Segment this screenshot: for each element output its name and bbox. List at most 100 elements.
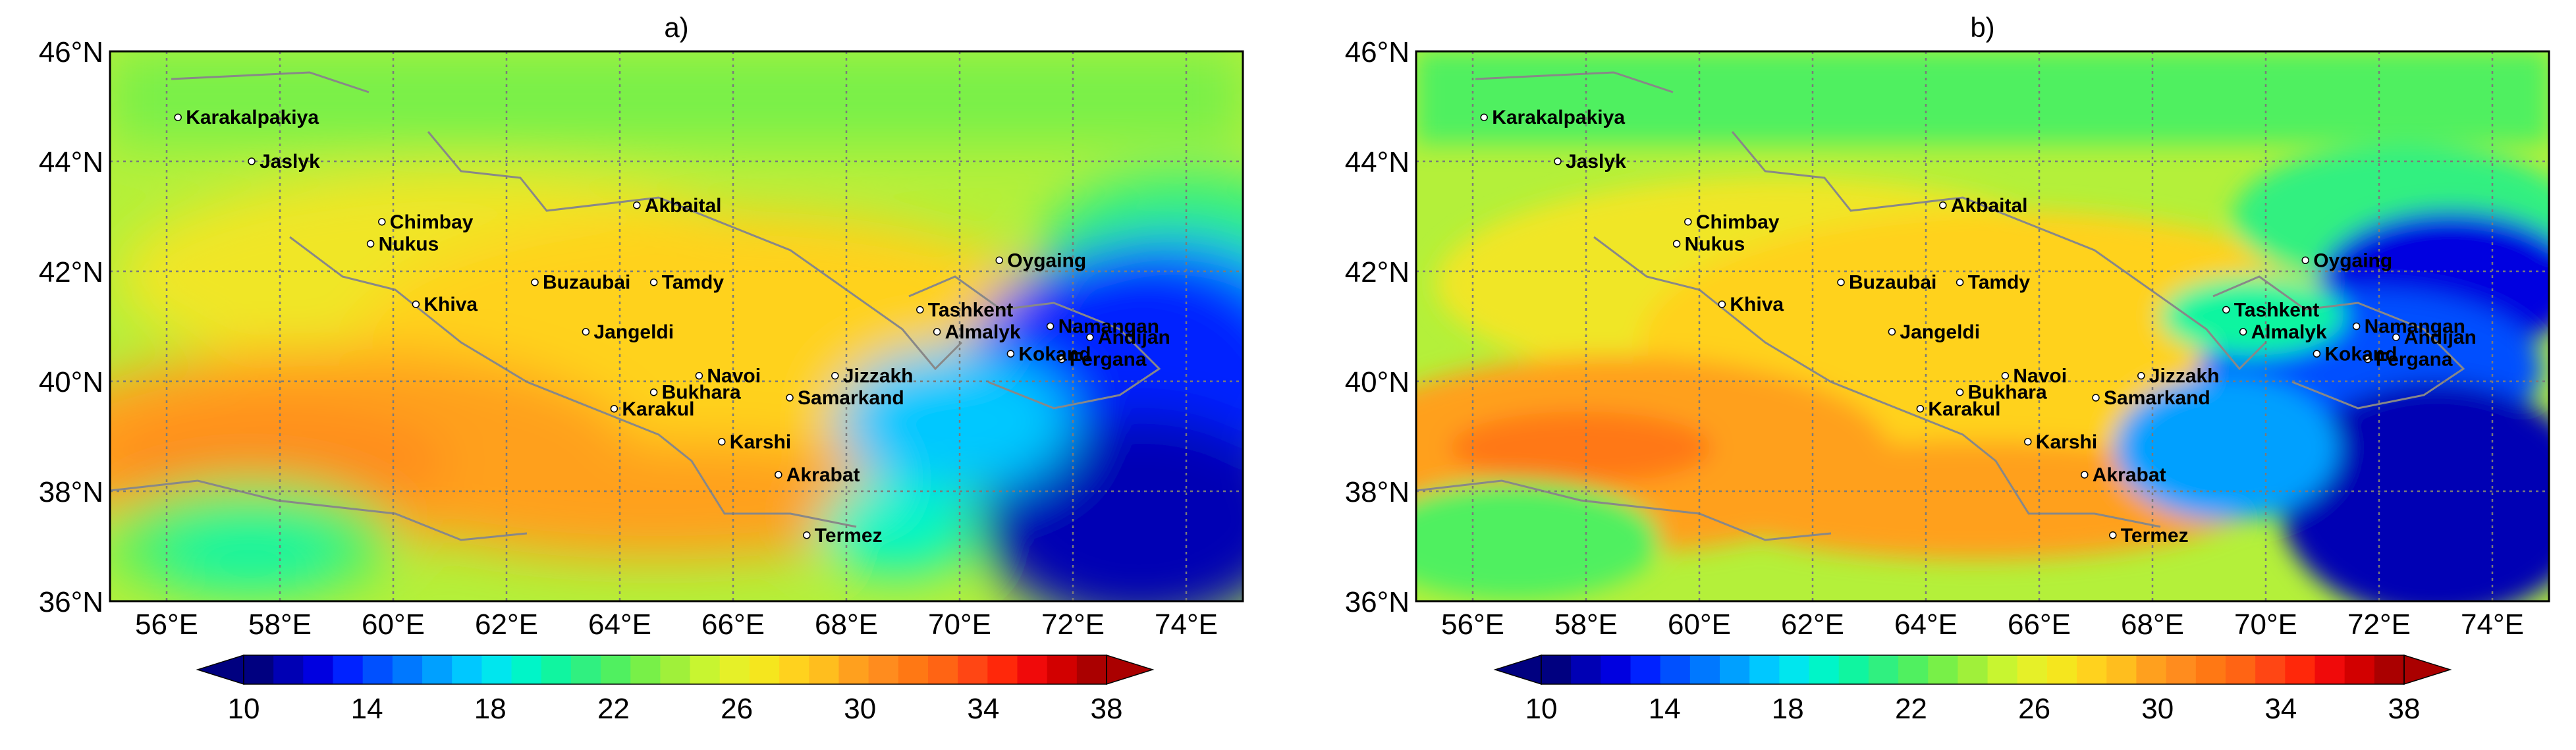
colorbar-segment <box>1601 655 1631 684</box>
station-marker <box>831 371 839 380</box>
station-label: Termez <box>815 525 883 547</box>
panel-a-lon-labels: 56°E 58°E 60°E 62°E 64°E 66°E 68°E 70°E 72°E 74°E <box>135 608 1218 641</box>
station-label: Chimbay <box>1696 211 1780 233</box>
colorbar-segment <box>601 655 631 684</box>
lon-tick-label: 74°E <box>2461 608 2524 641</box>
colorbar-segment <box>690 655 721 684</box>
panel-a-title: a) <box>664 12 688 43</box>
station-marker <box>933 328 941 336</box>
colorbar-segment <box>2344 655 2375 684</box>
colorbar-segment <box>1809 655 1840 684</box>
station-marker <box>1939 201 1947 209</box>
station-marker <box>610 405 618 413</box>
station-label: Kokand <box>2324 343 2397 365</box>
colorbar-tick-label: 38 <box>2388 693 2421 725</box>
station-marker <box>1956 388 1964 396</box>
station-marker <box>412 300 420 308</box>
lat-tick-label: 44°N <box>39 146 103 178</box>
station-marker <box>248 157 256 165</box>
station-marker <box>2001 371 2010 380</box>
station-marker <box>1480 113 1488 121</box>
colorbar-segment <box>719 655 750 684</box>
station-marker <box>718 438 726 446</box>
station-label: Buzaubai <box>1849 272 1936 294</box>
colorbar-segment <box>1017 655 1048 684</box>
station-marker <box>1956 278 1964 286</box>
lat-tick-label: 42°N <box>1345 256 1410 288</box>
colorbar-segment <box>987 655 1018 684</box>
colorbar-tick-label: 26 <box>2018 693 2050 725</box>
lon-tick-label: 64°E <box>1894 608 1958 641</box>
station-label: Bukhara <box>1968 382 2047 404</box>
station-label: Chimbay <box>390 211 474 233</box>
station-label: Samarkand <box>798 387 904 409</box>
station-marker <box>1058 355 1066 363</box>
panel-b-title: b) <box>1970 12 1994 43</box>
colorbar-segment <box>1076 655 1107 684</box>
lon-tick-label: 72°E <box>1041 608 1105 641</box>
station-label: Navoi <box>2013 365 2067 387</box>
panel-b: b) <box>1345 12 2550 725</box>
colorbar-tick-label: 34 <box>967 693 999 725</box>
colorbar-segment <box>1689 655 1720 684</box>
station-label: Andijan <box>2404 327 2477 348</box>
station-marker <box>1684 218 1692 226</box>
station-marker <box>2092 394 2100 402</box>
station-marker <box>1086 333 1094 341</box>
lat-tick-label: 36°N <box>39 586 103 618</box>
station-marker <box>2024 438 2032 446</box>
station-marker <box>633 201 641 209</box>
station-marker <box>2364 355 2372 363</box>
colorbar-segment <box>868 655 899 684</box>
panel-b-frame <box>1415 50 2550 603</box>
station-label: Buzaubai <box>543 272 630 294</box>
colorbar-segment <box>1660 655 1691 684</box>
station-label: Almalyk <box>2251 321 2327 343</box>
station-label: Karakul <box>622 398 694 420</box>
station-marker <box>1916 405 1925 413</box>
station-label: Nukus <box>1685 233 1745 255</box>
station-marker <box>531 278 539 286</box>
colorbar-segment <box>2255 655 2286 684</box>
colorbar-segment <box>422 655 452 684</box>
station-label: Tashkent <box>928 299 1013 321</box>
colorbar-segment <box>2285 655 2316 684</box>
lon-tick-label: 68°E <box>815 608 878 641</box>
colorbar-extend-max <box>2403 654 2452 685</box>
colorbar-extend-max <box>1106 654 1155 685</box>
colorbar-segment <box>570 655 601 684</box>
lat-tick-label: 38°N <box>39 476 103 508</box>
lon-tick-label: 56°E <box>135 608 198 641</box>
colorbar-segment <box>1630 655 1661 684</box>
colorbar-segment <box>273 655 304 684</box>
station-marker <box>366 240 375 248</box>
colorbar-segment <box>1749 655 1780 684</box>
lon-tick-label: 64°E <box>588 608 651 641</box>
station-label: Akrabat <box>786 464 860 486</box>
colorbar-segment <box>244 655 274 684</box>
station-marker <box>649 388 658 396</box>
station-label: Jizzakh <box>843 365 914 387</box>
colorbar-segment <box>1898 655 1929 684</box>
colorbar-segment <box>838 655 869 684</box>
colorbar-segment <box>809 655 840 684</box>
colorbar-segment <box>392 655 423 684</box>
colorbar-segment <box>481 655 512 684</box>
panel-b-lat-labels: 46°N 44°N 42°N 40°N 38°N 36°N <box>1345 36 1410 618</box>
colorbar-segment <box>749 655 780 684</box>
colorbar-extend-min <box>196 654 244 685</box>
station-label: Karakalpakiya <box>186 107 319 128</box>
station-label: Namangan <box>2365 316 2465 338</box>
colorbar-segment <box>541 655 572 684</box>
station-marker <box>2137 371 2145 380</box>
colorbar-segment <box>2046 655 2077 684</box>
station-label: Tashkent <box>2234 299 2319 321</box>
station-label: Fergana <box>1070 349 1147 371</box>
colorbar-frame <box>1541 655 2405 685</box>
station-marker <box>786 394 794 402</box>
station-label: Navoi <box>707 365 761 387</box>
lat-tick-label: 44°N <box>1345 146 1410 178</box>
station-marker <box>2222 306 2230 314</box>
station-label: Akbaital <box>1951 195 2028 217</box>
